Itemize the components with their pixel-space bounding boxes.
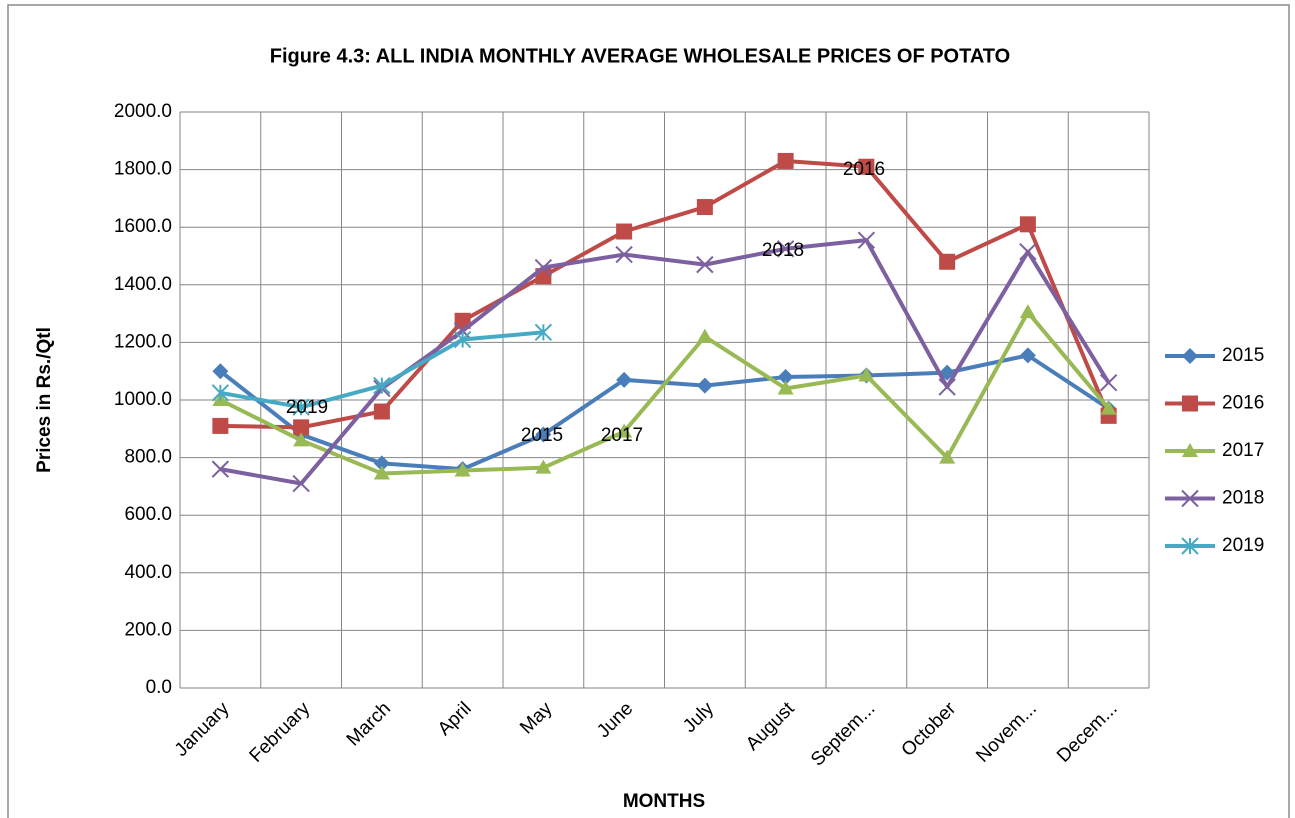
annotation: 2018 bbox=[762, 240, 804, 261]
data-point bbox=[212, 363, 229, 380]
data-point bbox=[534, 323, 553, 342]
data-point bbox=[777, 152, 794, 169]
y-tick-label: 1000.0 bbox=[114, 389, 172, 410]
y-tick-label: 0.0 bbox=[146, 677, 172, 698]
annotation: 2015 bbox=[521, 425, 563, 446]
y-tick-label: 2000.0 bbox=[114, 101, 172, 122]
data-point bbox=[292, 398, 310, 416]
chart-frame bbox=[7, 4, 1290, 818]
data-point bbox=[1100, 400, 1117, 415]
data-point bbox=[776, 240, 795, 258]
series-line bbox=[220, 158, 1111, 430]
data-point bbox=[616, 423, 633, 438]
data-point bbox=[534, 258, 553, 277]
data-point bbox=[453, 322, 472, 340]
data-point bbox=[1099, 374, 1118, 392]
data-point bbox=[212, 417, 229, 434]
annotation: 2017 bbox=[601, 425, 643, 446]
legend-marker bbox=[1181, 537, 1199, 555]
y-tick-label: 800.0 bbox=[124, 447, 172, 468]
data-point bbox=[858, 158, 875, 175]
data-point bbox=[938, 378, 956, 396]
data-point bbox=[454, 462, 471, 477]
data-point bbox=[373, 465, 390, 480]
legend-marker bbox=[1182, 348, 1198, 364]
data-point bbox=[1019, 347, 1036, 364]
x-tick-label: May bbox=[516, 698, 557, 739]
data-point bbox=[454, 312, 471, 329]
legend-marker bbox=[1182, 443, 1198, 457]
data-point bbox=[1019, 242, 1037, 261]
x-tick-label: July bbox=[679, 698, 718, 737]
annotation: 2019 bbox=[286, 397, 328, 418]
legend-label: 2019 bbox=[1222, 535, 1264, 556]
y-tick-label: 1600.0 bbox=[114, 216, 172, 237]
data-point bbox=[535, 426, 552, 443]
y-axis-title: Prices in Rs./Qtl bbox=[34, 327, 55, 473]
data-point bbox=[616, 371, 633, 388]
data-point bbox=[1019, 216, 1036, 233]
data-point bbox=[696, 328, 713, 343]
data-point bbox=[616, 223, 633, 240]
y-tick-label: 1800.0 bbox=[114, 159, 172, 180]
legend-marker bbox=[1182, 395, 1198, 412]
x-tick-label: Novem... bbox=[972, 698, 1041, 767]
data-point bbox=[373, 403, 390, 420]
data-point bbox=[939, 253, 956, 270]
data-point bbox=[211, 384, 230, 402]
x-tick-label: Decem... bbox=[1053, 698, 1122, 767]
data-point bbox=[453, 330, 472, 349]
legend-label: 2018 bbox=[1222, 488, 1264, 509]
legend-label: 2015 bbox=[1222, 345, 1264, 366]
y-tick-label: 1400.0 bbox=[114, 274, 172, 295]
series-line bbox=[220, 238, 1111, 486]
x-tick-label: June bbox=[593, 698, 637, 742]
data-point bbox=[777, 380, 794, 395]
y-tick-label: 600.0 bbox=[124, 504, 172, 525]
y-tick-label: 1200.0 bbox=[114, 331, 172, 352]
x-axis-title: MONTHS bbox=[623, 791, 705, 812]
series-line bbox=[220, 330, 544, 410]
data-point bbox=[939, 449, 956, 464]
data-point bbox=[373, 376, 391, 395]
data-point bbox=[373, 455, 390, 472]
x-tick-label: Septem... bbox=[807, 698, 879, 770]
legend-label: 2016 bbox=[1222, 393, 1264, 414]
chart-title: Figure 4.3: ALL INDIA MONTHLY AVERAGE WH… bbox=[270, 45, 1010, 67]
data-point bbox=[293, 419, 310, 436]
annotation: 2016 bbox=[843, 159, 885, 180]
series-line bbox=[219, 310, 1111, 476]
x-tick-label: February bbox=[246, 698, 315, 767]
data-point bbox=[1019, 304, 1036, 319]
x-tick-label: January bbox=[171, 698, 234, 761]
data-point bbox=[211, 460, 230, 478]
data-point bbox=[858, 367, 875, 382]
data-point bbox=[615, 245, 633, 264]
data-point bbox=[696, 255, 714, 274]
legend-marker bbox=[1181, 489, 1199, 508]
x-tick-label: August bbox=[742, 698, 799, 755]
data-point bbox=[696, 377, 713, 394]
data-point bbox=[857, 231, 876, 249]
data-point bbox=[293, 432, 310, 447]
legend-label: 2017 bbox=[1222, 440, 1264, 461]
x-tick-label: October bbox=[898, 698, 961, 761]
x-tick-label: March bbox=[343, 698, 395, 750]
y-tick-label: 400.0 bbox=[124, 562, 172, 583]
data-point bbox=[696, 199, 713, 216]
data-point bbox=[292, 474, 310, 493]
y-tick-label: 200.0 bbox=[124, 619, 172, 640]
x-tick-label: April bbox=[434, 698, 476, 740]
data-point bbox=[777, 368, 794, 385]
data-point bbox=[535, 459, 552, 474]
